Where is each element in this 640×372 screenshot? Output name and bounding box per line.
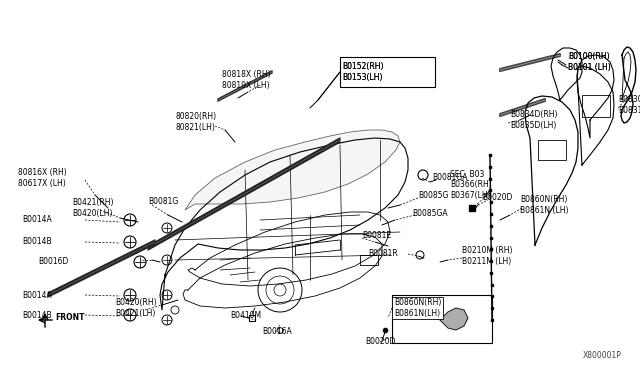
Text: 80816X (RH)
80617X (LH): 80816X (RH) 80617X (LH): [18, 168, 67, 188]
Text: B0081G: B0081G: [148, 198, 179, 206]
Text: B0020D: B0020D: [365, 337, 396, 346]
Text: B0421(RH)
B0420(LH): B0421(RH) B0420(LH): [72, 198, 113, 218]
Text: B0081GA: B0081GA: [432, 173, 467, 183]
Polygon shape: [185, 130, 400, 210]
Text: X800001P: X800001P: [583, 351, 622, 360]
Text: B0085G: B0085G: [418, 192, 449, 201]
Text: B0860N(RH)
B0861N(LH): B0860N(RH) B0861N(LH): [394, 298, 442, 318]
Text: B0014B: B0014B: [22, 311, 52, 320]
Text: FRONT: FRONT: [55, 314, 84, 323]
Text: B0152(RH)
B0153(LH): B0152(RH) B0153(LH): [342, 62, 383, 82]
Bar: [538, 140, 566, 160]
Text: B0834D(RH)
B0835D(LH): B0834D(RH) B0835D(LH): [510, 110, 557, 130]
Text: B0016D: B0016D: [38, 257, 68, 266]
Text: B0830(RH)
B0831(LH): B0830(RH) B0831(LH): [618, 95, 640, 115]
Bar: [582, 95, 610, 117]
Text: 80820(RH)
80821(LH): 80820(RH) 80821(LH): [175, 112, 216, 132]
Text: B0014B: B0014B: [22, 237, 52, 247]
Text: 80818X (RH)
80819X (LH): 80818X (RH) 80819X (LH): [222, 70, 271, 90]
Text: B0085GA: B0085GA: [412, 208, 447, 218]
Bar: [392, 295, 492, 343]
Text: B0100(RH)
B0101 (LH): B0100(RH) B0101 (LH): [568, 52, 611, 72]
Text: B0100(RH)
B0101 (LH): B0100(RH) B0101 (LH): [568, 52, 611, 72]
Text: B0014A: B0014A: [22, 215, 52, 224]
Text: B0081R: B0081R: [368, 250, 397, 259]
Text: B0081E: B0081E: [362, 231, 391, 240]
Text: B0020D: B0020D: [482, 193, 513, 202]
Text: B0016A: B0016A: [262, 327, 292, 337]
Text: SEC. B03
B0366(RH)
B0367(LH): SEC. B03 B0366(RH) B0367(LH): [450, 170, 492, 200]
Text: B0860N(RH)
B0861N (LH): B0860N(RH) B0861N (LH): [520, 195, 568, 215]
Text: B0210M (RH)
B0211M (LH): B0210M (RH) B0211M (LH): [462, 246, 513, 266]
Text: B0014A: B0014A: [22, 291, 52, 299]
Bar: [340, 57, 435, 87]
Text: B0410M: B0410M: [230, 311, 261, 321]
Text: B0152(RH)
B0153(LH): B0152(RH) B0153(LH): [342, 62, 383, 82]
Polygon shape: [440, 308, 468, 330]
Text: B0420(RH)
B0421(LH): B0420(RH) B0421(LH): [115, 298, 157, 318]
